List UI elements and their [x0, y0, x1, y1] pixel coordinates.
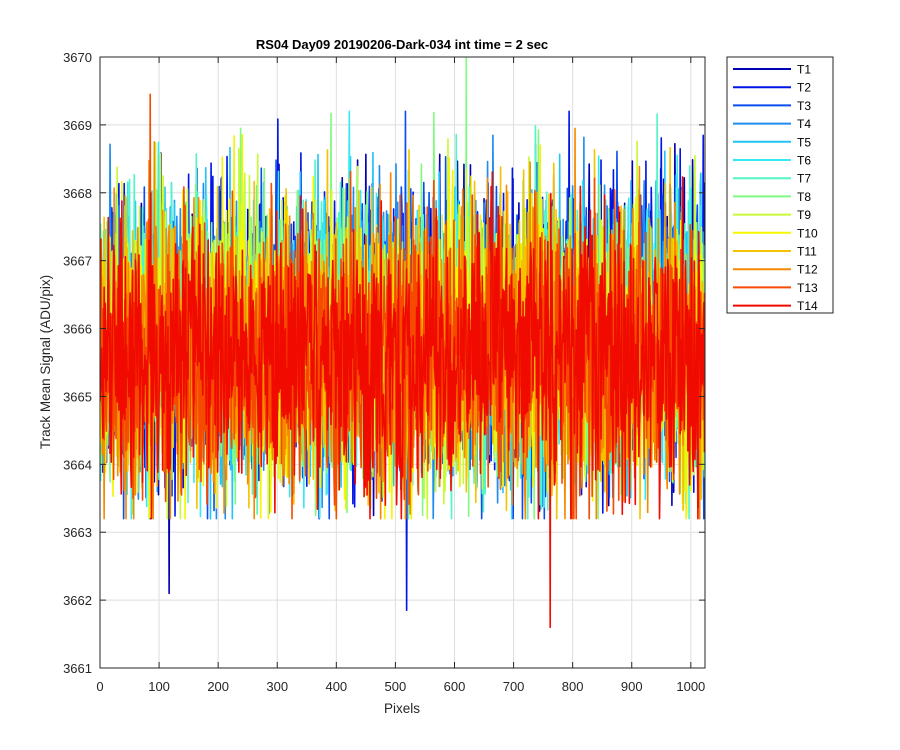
y-axis-label: Track Mean Signal (ADU/pix): [38, 275, 53, 449]
legend-box: [726, 56, 834, 314]
x-tick-label: 700: [503, 679, 525, 694]
legend-label-t1: T1: [797, 63, 811, 77]
legend-label-t4: T4: [797, 117, 811, 131]
legend-label-t2: T2: [797, 81, 811, 95]
legend-label-t13: T13: [797, 281, 818, 295]
series-line-t14: [100, 171, 705, 629]
axis-ticks: [99, 56, 705, 669]
x-tick-label: 0: [96, 679, 103, 694]
legend-label-t8: T8: [797, 190, 811, 204]
legend-label-t14: T14: [797, 299, 818, 313]
x-tick-label: 200: [207, 679, 229, 694]
x-tick-label: 900: [621, 679, 643, 694]
y-tick-label: 3668: [63, 186, 92, 201]
legend-label-t10: T10: [797, 226, 818, 240]
series-layer: [100, 57, 705, 629]
legend-label-t12: T12: [797, 263, 818, 277]
x-tick-label: 1000: [676, 679, 705, 694]
y-tick-label: 3670: [63, 50, 92, 65]
legend-label-t6: T6: [797, 154, 811, 168]
x-tick-label: 300: [266, 679, 288, 694]
legend-label-t11: T11: [797, 245, 817, 259]
y-tick-label: 3663: [63, 525, 92, 540]
x-tick-label: 600: [444, 679, 466, 694]
y-tick-label: 3666: [63, 322, 92, 337]
y-tick-label: 3664: [63, 457, 92, 472]
x-tick-label: 100: [148, 679, 170, 694]
y-tick-label: 3665: [63, 389, 92, 404]
legend-label-t9: T9: [797, 208, 811, 222]
legend-label-t7: T7: [797, 172, 811, 186]
legend-label-t5: T5: [797, 135, 811, 149]
legend: T1 T2 T3 T4 T5 T6 T7 T8 T9 T10 T11 T12 T13 T14: [726, 56, 834, 314]
x-tick-labels: 0 100 200 300 400 500 600 700 800 900 1000: [96, 679, 705, 694]
y-tick-label: 3662: [63, 593, 92, 608]
y-tick-labels: 3661 3662 3663 3664 3665 3666 3667 3668 3669 3670: [63, 50, 92, 676]
y-tick-label: 3669: [63, 118, 92, 133]
x-axis-label: Pixels: [384, 701, 420, 716]
plot-frame: [99, 56, 706, 669]
x-tick-label: 500: [385, 679, 407, 694]
chart-title: RS04 Day09 20190206-Dark-034 int time = …: [256, 37, 548, 52]
legend-label-t3: T3: [797, 99, 811, 113]
x-tick-label: 800: [562, 679, 584, 694]
x-tick-label: 400: [325, 679, 347, 694]
y-tick-label: 3667: [63, 254, 92, 269]
y-tick-label: 3661: [63, 661, 92, 676]
